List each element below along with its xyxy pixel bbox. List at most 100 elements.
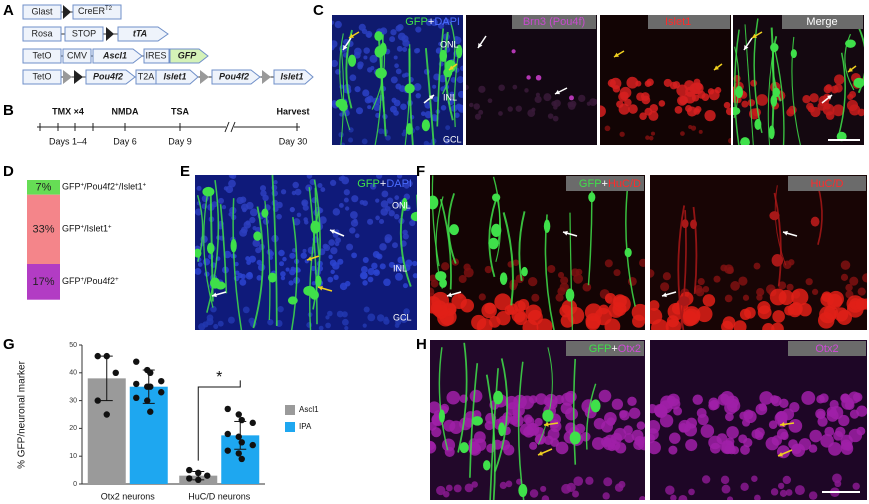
cell (824, 426, 835, 437)
cell (669, 432, 681, 444)
y-tick-label: 10 (69, 453, 77, 460)
cell (290, 266, 296, 272)
cell (535, 74, 542, 81)
gfp-cell (690, 219, 697, 230)
cell (696, 306, 713, 323)
cell (292, 218, 301, 226)
construct-gene (117, 26, 169, 42)
cell (614, 483, 624, 492)
data-point (204, 472, 211, 479)
construct-box (22, 69, 62, 85)
data-point (235, 433, 242, 440)
gfp-cell (401, 197, 408, 211)
cell (360, 272, 368, 280)
cell (240, 273, 246, 280)
arrow-head (447, 292, 452, 298)
cell (413, 83, 422, 91)
cell (759, 391, 774, 405)
gfp-cell (303, 285, 316, 296)
cell (525, 304, 542, 321)
cell (825, 111, 835, 120)
cell (393, 55, 398, 60)
fiber (308, 187, 318, 325)
fiber (485, 374, 496, 500)
cell (202, 321, 209, 328)
cell (440, 105, 447, 111)
cell (573, 476, 584, 487)
cell (578, 94, 586, 103)
cell (685, 438, 698, 452)
cell (598, 389, 612, 403)
cell (437, 22, 445, 29)
gfp-cell (374, 31, 383, 42)
fiber (569, 212, 573, 330)
cell (234, 261, 239, 267)
arrow-head (544, 422, 549, 427)
cell (438, 74, 447, 83)
cell (367, 105, 372, 110)
construct-box (62, 48, 92, 64)
cell (684, 91, 696, 104)
gfp-cell (253, 231, 262, 241)
cell (366, 32, 372, 38)
cell (344, 326, 349, 330)
gfp-cell (569, 431, 581, 445)
cell (228, 179, 236, 188)
gfp-cell (790, 49, 797, 59)
gfp-cell (435, 271, 447, 282)
cell (603, 477, 613, 487)
cell (376, 314, 385, 322)
cell (721, 484, 731, 494)
cell (531, 293, 540, 302)
cell (725, 412, 734, 422)
data-point (238, 439, 245, 446)
cell (340, 175, 346, 180)
fiber (837, 52, 846, 137)
construct-label: tTA (133, 28, 147, 38)
cell (756, 94, 768, 106)
fiber (774, 185, 787, 266)
cell (392, 242, 398, 249)
axis-break (230, 121, 236, 133)
cell (624, 432, 635, 443)
gfp-cell (261, 208, 269, 218)
channel-label-part: GFP (357, 178, 380, 190)
cell (441, 262, 450, 271)
cell (794, 485, 805, 496)
cell (367, 218, 374, 225)
gfp-cell (836, 131, 847, 142)
cell (785, 489, 793, 496)
cell (395, 202, 401, 208)
construct-label: Ascl1 (102, 50, 127, 60)
cell (697, 413, 709, 426)
cell (296, 212, 302, 218)
cell (332, 262, 340, 270)
cell (252, 225, 257, 231)
cell (815, 408, 826, 420)
segment-value: 7% (36, 181, 52, 193)
cell (248, 255, 256, 263)
construct-superscript: T2 (105, 6, 113, 12)
cell (409, 219, 416, 227)
cell (310, 265, 317, 272)
cell (242, 306, 250, 314)
cell (259, 185, 267, 192)
cell (808, 491, 818, 500)
cell (230, 253, 236, 259)
arrow-head (478, 43, 483, 48)
cell (499, 481, 507, 490)
data-point (249, 441, 256, 449)
cell (255, 247, 262, 254)
channel-label: Merge (806, 16, 837, 28)
construct-box (64, 26, 104, 42)
cell (249, 216, 256, 224)
event-label: NMDA (112, 106, 139, 116)
arrow-head (714, 65, 719, 70)
cell (282, 256, 287, 262)
cell (782, 475, 792, 485)
cell (325, 322, 331, 329)
fiber (773, 45, 785, 145)
cell (404, 72, 409, 78)
cell (337, 258, 344, 265)
cell (363, 306, 370, 313)
